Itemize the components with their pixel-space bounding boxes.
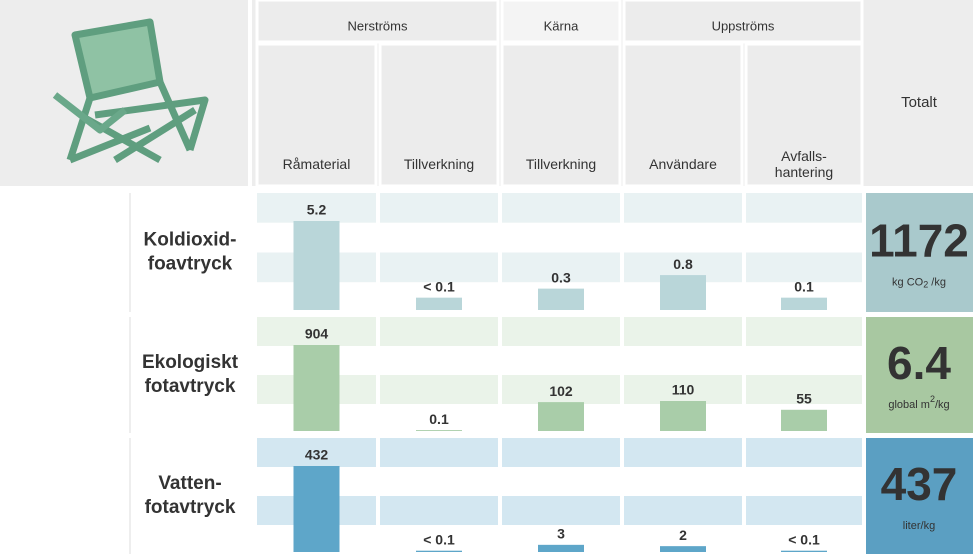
band xyxy=(624,346,742,375)
text-line: Tillverkning xyxy=(526,156,596,172)
column-header: Användare xyxy=(649,156,717,172)
unit-text: global m xyxy=(888,399,930,411)
bar-label: 0.8 xyxy=(673,256,693,272)
text-line: hantering xyxy=(775,164,833,180)
bar-label: < 0.1 xyxy=(788,531,820,547)
band xyxy=(746,317,862,346)
band xyxy=(746,438,862,467)
total-value: 1172 xyxy=(869,215,969,267)
band xyxy=(746,467,862,496)
band xyxy=(624,317,742,346)
group-header: Uppströms xyxy=(712,18,775,33)
band xyxy=(380,496,498,525)
bar xyxy=(294,345,340,431)
left-bg xyxy=(0,438,130,554)
bar-label: 3 xyxy=(557,526,565,542)
bar-label: 0.3 xyxy=(551,269,571,285)
band xyxy=(502,346,620,375)
label-bg xyxy=(130,438,250,554)
column-header: Tillverkning xyxy=(404,156,474,172)
bar xyxy=(416,430,462,431)
bar xyxy=(781,298,827,310)
group-header: Nerströms xyxy=(348,18,408,33)
bar-label: 2 xyxy=(679,527,687,543)
total-unit: kg CO2 /kg xyxy=(892,276,946,289)
total-header: Totalt xyxy=(901,94,938,111)
band xyxy=(502,193,620,223)
band xyxy=(624,438,742,467)
total-value: 437 xyxy=(881,458,958,510)
band xyxy=(380,346,498,375)
bar xyxy=(781,551,827,552)
unit-text: liter/kg xyxy=(903,520,935,532)
bar xyxy=(294,221,340,310)
band xyxy=(502,317,620,346)
bar xyxy=(294,466,340,552)
band xyxy=(624,193,742,223)
bar xyxy=(538,545,584,552)
bar xyxy=(538,402,584,431)
text-line: fotavtryck xyxy=(145,497,236,518)
band xyxy=(380,317,498,346)
infographic: Nerströms Kärna Uppströms Råmaterial Tillver… xyxy=(0,0,973,554)
text-line: Koldioxid- xyxy=(144,230,237,251)
band xyxy=(746,346,862,375)
left-bg xyxy=(0,317,130,433)
unit-text: kg CO xyxy=(892,276,924,288)
text-line: fotavtryck xyxy=(145,376,236,397)
bar-label: 904 xyxy=(305,326,329,342)
text-line: foavtryck xyxy=(148,254,233,275)
bar xyxy=(538,289,584,310)
bar-label: 110 xyxy=(672,382,695,398)
text-line: Råmaterial xyxy=(283,156,351,172)
bar xyxy=(660,401,706,431)
group-header: Kärna xyxy=(544,18,579,33)
unit-text: /kg xyxy=(928,276,946,288)
unit-text: /kg xyxy=(935,399,950,411)
band xyxy=(746,223,862,253)
bar-label: < 0.1 xyxy=(423,278,455,294)
text-line: Ekologiskt xyxy=(142,352,239,373)
bar-label: 5.2 xyxy=(307,202,327,218)
band xyxy=(380,438,498,467)
label-bg xyxy=(130,193,250,312)
total-value: 6.4 xyxy=(887,337,951,389)
text-line: Avfalls- xyxy=(781,148,827,164)
band xyxy=(380,193,498,223)
bar-label: 55 xyxy=(796,390,812,406)
band xyxy=(746,496,862,525)
text-line: Tillverkning xyxy=(404,156,474,172)
column-header: Avfalls-hantering xyxy=(775,148,833,180)
column-header: Tillverkning xyxy=(526,156,596,172)
band xyxy=(624,467,742,496)
band xyxy=(380,375,498,404)
bar-label: 0.1 xyxy=(794,278,814,294)
text-line: Vatten- xyxy=(158,473,221,494)
band xyxy=(624,223,742,253)
bar xyxy=(660,275,706,310)
band xyxy=(502,467,620,496)
bar xyxy=(660,546,706,552)
band xyxy=(502,438,620,467)
bar xyxy=(416,551,462,552)
band xyxy=(502,223,620,253)
bar xyxy=(781,410,827,431)
band xyxy=(746,193,862,223)
left-bg xyxy=(0,193,130,312)
band xyxy=(380,223,498,253)
bar-label: 0.1 xyxy=(429,411,449,427)
column-header: Råmaterial xyxy=(283,156,351,172)
bar-label: 432 xyxy=(305,447,329,463)
band xyxy=(502,496,620,525)
bar xyxy=(416,298,462,310)
band xyxy=(624,496,742,525)
bar-label: 102 xyxy=(549,383,573,399)
label-bg xyxy=(130,317,250,433)
bar-label: < 0.1 xyxy=(423,531,455,547)
band xyxy=(380,467,498,496)
total-unit: liter/kg xyxy=(903,520,935,532)
text-line: Användare xyxy=(649,156,717,172)
